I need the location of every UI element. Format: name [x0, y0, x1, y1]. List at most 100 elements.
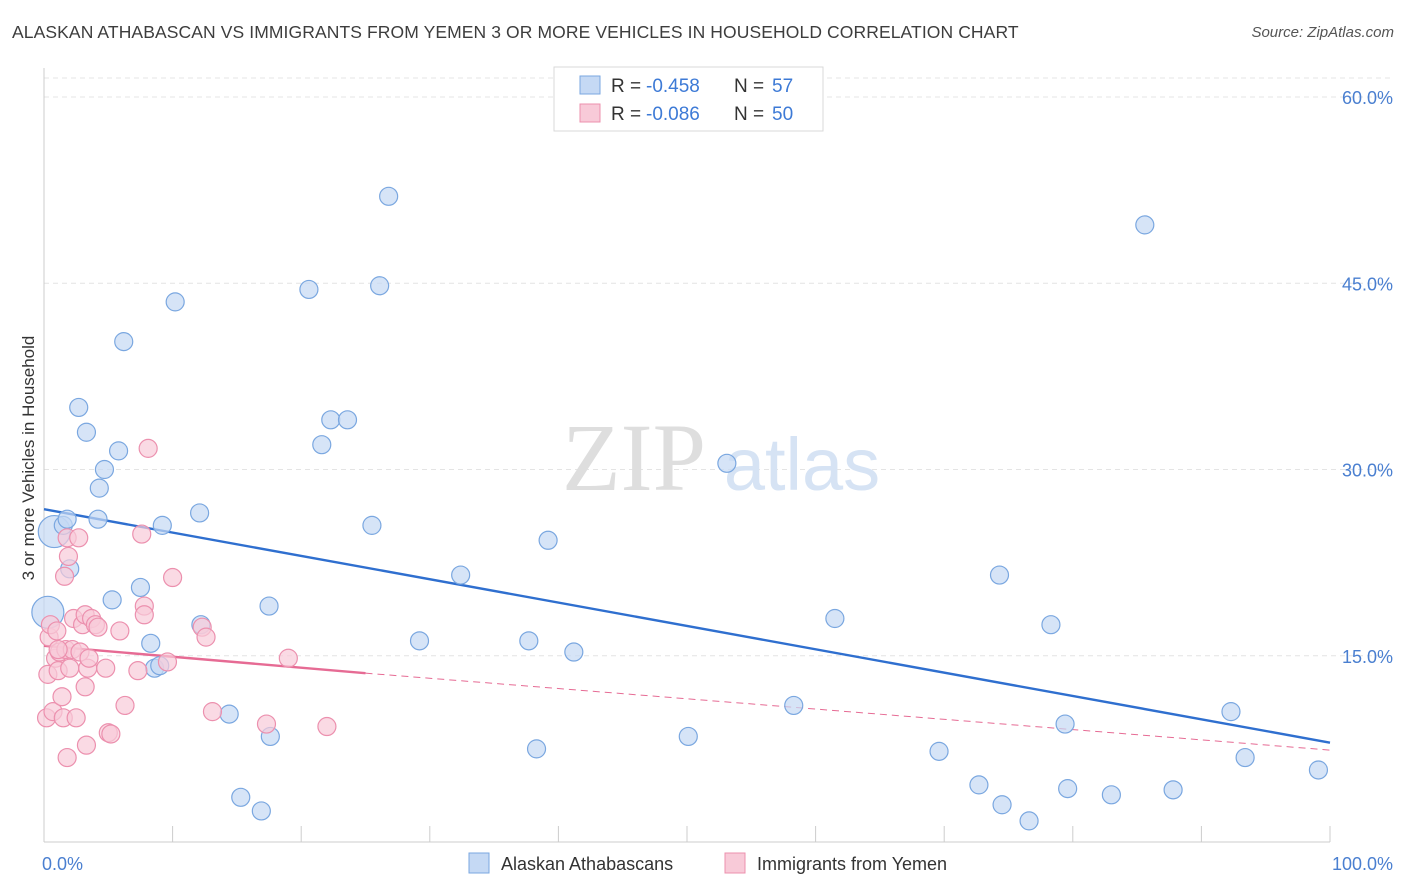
- trendline-immigrants-from-yemen: [43, 644, 366, 675]
- point-immigrants-from-yemen: [66, 708, 86, 728]
- point-immigrants-from-yemen: [163, 567, 183, 588]
- point-alaskan-athabascans: [678, 726, 698, 747]
- point-alaskan-athabascans: [89, 478, 109, 498]
- point-alaskan-athabascans: [299, 279, 319, 300]
- stats-r-value-blue: -0.458: [646, 76, 700, 97]
- trendline-alaskan-athabascans: [43, 508, 1331, 744]
- y-axis-label: 3 or more Vehicles in Household: [19, 336, 38, 581]
- point-alaskan-athabascans: [526, 739, 547, 759]
- point-immigrants-from-yemen: [69, 528, 89, 548]
- grid-layer: [44, 77, 1392, 657]
- stats-r-label-blue: R =: [611, 76, 641, 97]
- point-alaskan-athabascans: [102, 590, 122, 610]
- y-tick-label: 15.0%: [1342, 647, 1393, 667]
- point-alaskan-athabascans: [1135, 215, 1155, 235]
- points-layer: [31, 186, 1329, 831]
- point-immigrants-from-yemen: [75, 677, 95, 697]
- y-tick-label: 45.0%: [1342, 274, 1393, 294]
- point-immigrants-from-yemen: [256, 714, 277, 734]
- point-alaskan-athabascans: [1163, 780, 1183, 800]
- point-alaskan-athabascans: [69, 397, 89, 418]
- point-immigrants-from-yemen: [128, 661, 148, 681]
- stats-n-value-blue: 57: [772, 76, 793, 97]
- point-immigrants-from-yemen: [132, 524, 152, 544]
- legend-label-immigrants-from-yemen: Immigrants from Yemen: [757, 854, 947, 874]
- point-alaskan-athabascans: [219, 704, 239, 724]
- point-alaskan-athabascans: [337, 410, 358, 430]
- point-immigrants-from-yemen: [79, 648, 99, 668]
- point-immigrants-from-yemen: [101, 724, 121, 744]
- chart-title: ALASKAN ATHABASCAN VS IMMIGRANTS FROM YE…: [12, 22, 1019, 42]
- legend-swatch-immigrants-from-yemen: [724, 852, 746, 874]
- point-alaskan-athabascans: [969, 775, 989, 795]
- x-tick-label: 100.0%: [1332, 854, 1393, 874]
- trendlines-layer: [43, 508, 1331, 751]
- stats-r-label-pink: R =: [611, 104, 641, 125]
- point-immigrants-from-yemen: [278, 648, 298, 668]
- point-alaskan-athabascans: [519, 631, 539, 651]
- point-alaskan-athabascans: [57, 509, 77, 529]
- stats-r-value-pink: -0.086: [646, 104, 700, 125]
- stats-n-label-blue: N =: [734, 76, 764, 97]
- point-immigrants-from-yemen: [202, 702, 223, 722]
- stats-legend: R = -0.458 N = 57 R = -0.086 N = 50: [553, 66, 824, 132]
- point-immigrants-from-yemen: [317, 716, 337, 737]
- point-alaskan-athabascans: [362, 515, 382, 535]
- point-alaskan-athabascans: [784, 695, 804, 716]
- legend-swatch-alaskan-athabascans: [468, 852, 490, 874]
- point-alaskan-athabascans: [989, 565, 1010, 585]
- point-alaskan-athabascans: [251, 801, 271, 821]
- point-alaskan-athabascans: [1041, 615, 1061, 635]
- point-alaskan-athabascans: [108, 441, 129, 461]
- point-alaskan-athabascans: [190, 503, 210, 523]
- point-alaskan-athabascans: [1221, 702, 1241, 722]
- watermark-zip: ZIP: [562, 404, 706, 511]
- point-immigrants-from-yemen: [58, 546, 79, 567]
- x-tick-label: 0.0%: [42, 854, 83, 874]
- point-immigrants-from-yemen: [57, 747, 77, 768]
- point-immigrants-from-yemen: [76, 735, 97, 755]
- point-alaskan-athabascans: [1101, 785, 1121, 805]
- point-alaskan-athabascans: [94, 459, 115, 480]
- point-alaskan-athabascans: [1019, 811, 1039, 831]
- point-alaskan-athabascans: [152, 515, 172, 535]
- stats-legend-swatch-pink: [579, 103, 601, 123]
- point-alaskan-athabascans: [451, 565, 471, 585]
- y-tick-label: 60.0%: [1342, 88, 1393, 108]
- point-alaskan-athabascans: [1058, 779, 1078, 799]
- point-alaskan-athabascans: [259, 596, 279, 616]
- point-alaskan-athabascans: [1055, 714, 1075, 734]
- point-alaskan-athabascans: [114, 332, 134, 352]
- point-immigrants-from-yemen: [52, 687, 72, 707]
- point-alaskan-athabascans: [321, 410, 341, 430]
- legend-label-alaskan-athabascans: Alaskan Athabascans: [501, 854, 673, 874]
- point-alaskan-athabascans: [825, 608, 845, 629]
- point-immigrants-from-yemen: [196, 627, 216, 647]
- point-alaskan-athabascans: [992, 795, 1012, 815]
- point-alaskan-athabascans: [88, 509, 108, 529]
- point-immigrants-from-yemen: [138, 438, 158, 458]
- point-alaskan-athabascans: [312, 435, 332, 455]
- point-immigrants-from-yemen: [157, 652, 178, 672]
- chart-source: Source: ZipAtlas.com: [1251, 24, 1394, 41]
- point-alaskan-athabascans: [1308, 760, 1329, 780]
- point-immigrants-from-yemen: [110, 621, 130, 641]
- watermark-atlas: atlas: [724, 423, 880, 506]
- series-legend: Alaskan Athabascans Immigrants from Yeme…: [468, 852, 947, 874]
- point-alaskan-athabascans: [929, 741, 949, 761]
- point-alaskan-athabascans: [165, 292, 185, 312]
- point-immigrants-from-yemen: [54, 566, 75, 586]
- point-alaskan-athabascans: [409, 631, 430, 651]
- point-alaskan-athabascans: [1235, 747, 1255, 768]
- point-immigrants-from-yemen: [88, 617, 108, 637]
- point-alaskan-athabascans: [231, 787, 251, 807]
- point-immigrants-from-yemen: [96, 658, 116, 678]
- point-immigrants-from-yemen: [48, 639, 68, 660]
- point-alaskan-athabascans: [564, 642, 584, 662]
- watermark: ZIP atlas: [562, 404, 880, 511]
- stats-legend-swatch-blue: [579, 75, 601, 95]
- point-immigrants-from-yemen: [47, 621, 67, 641]
- point-alaskan-athabascans: [141, 633, 161, 653]
- y-tick-label: 30.0%: [1342, 461, 1393, 481]
